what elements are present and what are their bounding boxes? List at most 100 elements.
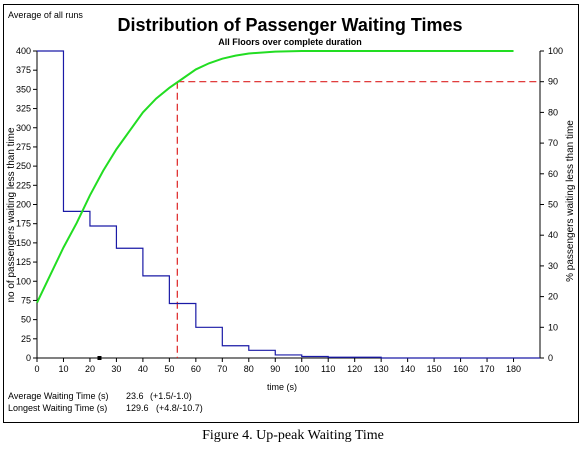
- series-point: [49, 274, 51, 276]
- y-right-tick-label: 0: [548, 353, 553, 363]
- series-point: [76, 222, 78, 224]
- x-tick-label: 150: [427, 364, 442, 374]
- series-point: [248, 350, 250, 352]
- series-waiting-count-step: [37, 50, 540, 359]
- series-point: [222, 58, 224, 60]
- stat-average-value: 23.6: [126, 391, 144, 401]
- series-point: [433, 357, 435, 359]
- series-point: [274, 354, 276, 356]
- series-point: [195, 327, 197, 329]
- y-right-tick-label: 60: [548, 169, 558, 179]
- chart-svg: 0 10 20 30 40 50 60 70 80 90 100 110 120 130 140 150 160…: [6, 10, 576, 413]
- y-left-tick-label: 275: [16, 142, 31, 152]
- series-point: [36, 50, 38, 52]
- y-right-tick-label: 90: [548, 77, 558, 87]
- y-left-tick-label: 50: [21, 315, 31, 325]
- y-left-tick-label: 125: [16, 257, 31, 267]
- series-point: [513, 50, 515, 52]
- x-tick-label: 70: [217, 364, 227, 374]
- series-point: [89, 194, 91, 196]
- series-point: [327, 50, 329, 52]
- y-left-tick-label: 325: [16, 104, 31, 114]
- series-point: [182, 78, 184, 80]
- y-axis-right-label: % passengers waiting less than time: [565, 120, 576, 282]
- series-point: [235, 55, 237, 57]
- series-point: [155, 98, 157, 100]
- series-layer: [36, 50, 540, 360]
- series-point: [116, 148, 118, 150]
- series-point: [169, 303, 171, 305]
- x-tick-label: 120: [347, 364, 362, 374]
- series-point: [460, 357, 462, 359]
- y-right-tick-label: 100: [548, 46, 563, 56]
- series-point: [142, 112, 144, 114]
- average-marker: [97, 356, 102, 360]
- y-right-tick-label: 20: [548, 292, 558, 302]
- series-point: [354, 50, 356, 52]
- series-point: [116, 247, 118, 249]
- y-left-tick-label: 200: [16, 200, 31, 210]
- y-left-tick-label: 75: [21, 295, 31, 305]
- y-left-tick-label: 25: [21, 334, 31, 344]
- series-point: [380, 357, 382, 359]
- series-point: [354, 356, 356, 358]
- series-point: [195, 69, 197, 71]
- y-left-tick-label: 0: [26, 353, 31, 363]
- x-tick-label: 40: [138, 364, 148, 374]
- y-right-tick-label: 30: [548, 261, 558, 271]
- y-right-tick-label: 50: [548, 200, 558, 210]
- y-left-tick-label: 375: [16, 65, 31, 75]
- x-tick-label: 130: [374, 364, 389, 374]
- y-left-tick-label: 250: [16, 161, 31, 171]
- stat-average-label: Average Waiting Time (s): [8, 391, 109, 401]
- series-point: [63, 211, 65, 213]
- x-tick-label: 50: [164, 364, 174, 374]
- x-tick-label: 90: [270, 364, 280, 374]
- y-left-tick-label: 300: [16, 123, 31, 133]
- x-tick-label: 80: [244, 364, 254, 374]
- x-tick-label: 180: [506, 364, 521, 374]
- series-point: [513, 357, 515, 359]
- y-axis-left-label: no of passengers waiting less than time: [6, 127, 17, 303]
- series-point: [407, 357, 409, 359]
- x-tick-label: 140: [400, 364, 415, 374]
- y-right-tick-label: 40: [548, 230, 558, 240]
- series-point: [248, 53, 250, 55]
- series-point: [301, 50, 303, 52]
- y-right-tick-label: 70: [548, 138, 558, 148]
- stat-average-range: (+1.5/-1.0): [150, 391, 192, 401]
- y-left-tick-label: 350: [16, 84, 31, 94]
- x-tick-label: 110: [321, 364, 335, 374]
- x-tick-label: 100: [294, 364, 309, 374]
- chart-title: Distribution of Passenger Waiting Times: [117, 15, 462, 35]
- series-point: [274, 51, 276, 53]
- x-tick-label: 30: [111, 364, 121, 374]
- series-point: [142, 275, 144, 277]
- series-point: [301, 356, 303, 358]
- y-right-tick-label: 80: [548, 107, 558, 117]
- series-point: [102, 170, 104, 172]
- x-axis-label: time (s): [267, 382, 297, 392]
- series-point: [222, 345, 224, 347]
- y-left-tick-label: 225: [16, 180, 31, 190]
- stat-longest-value: 129.6: [126, 403, 149, 413]
- series-point: [486, 357, 488, 359]
- series-point: [208, 62, 210, 64]
- series-point: [63, 247, 65, 249]
- series-point: [433, 50, 435, 52]
- corner-label: Average of all runs: [8, 10, 83, 20]
- y-right-tick-label: 10: [548, 322, 558, 332]
- y-left-tick-label: 100: [16, 276, 31, 286]
- x-tick-label: 170: [480, 364, 495, 374]
- chart-subtitle: All Floors over complete duration: [218, 37, 362, 47]
- series-cumulative-percent-line: [36, 50, 514, 304]
- figure-caption: Figure 4. Up-peak Waiting Time: [202, 428, 384, 443]
- text-layer: Average of all runs Distribution of Pass…: [6, 10, 576, 413]
- x-tick-label: 20: [85, 364, 95, 374]
- series-point: [36, 302, 38, 304]
- y-left-tick-label: 175: [16, 219, 31, 229]
- x-tick-label: 0: [34, 364, 39, 374]
- stat-longest-range: (+4.8/-10.7): [156, 403, 203, 413]
- series-point: [169, 87, 171, 89]
- stat-longest-label: Longest Waiting Time (s): [8, 403, 107, 413]
